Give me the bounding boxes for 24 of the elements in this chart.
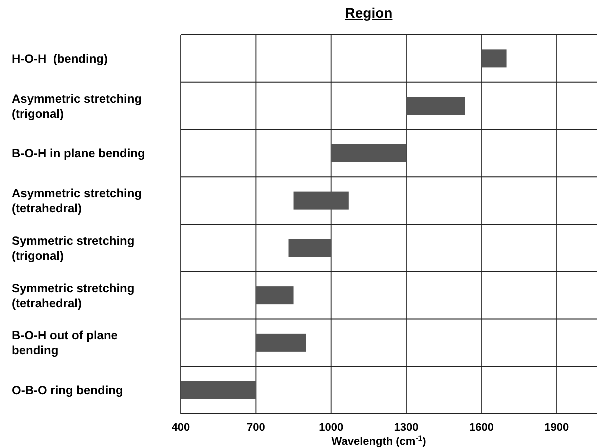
- bar: [181, 381, 256, 400]
- bar: [331, 144, 407, 162]
- y-tick-label: Asymmetric stretching (tetrahedral): [12, 186, 142, 216]
- y-tick-label: O-B-O ring bending: [12, 384, 124, 398]
- bar: [256, 334, 306, 352]
- x-tick-label: 1600: [469, 422, 494, 434]
- bar: [256, 286, 294, 305]
- x-tick-label: 1300: [394, 422, 419, 434]
- bar: [406, 97, 466, 116]
- y-tick-label: Asymmetric stretching (trigonal): [12, 92, 142, 121]
- x-tick-label: 1900: [544, 422, 570, 434]
- x-axis-title: Wavelength (cm$^{-1}$): [332, 434, 427, 447]
- x-tick-label: 1000: [319, 422, 344, 434]
- x-tick-label: 700: [247, 422, 266, 434]
- y-tick-label: H-O-H (bending): [12, 52, 108, 66]
- bar: [482, 50, 507, 68]
- y-tick-label: Symmetric stretching (trigonal): [12, 234, 135, 263]
- y-tick-label: Symmetric stretching (tetrahedral): [12, 281, 135, 310]
- bar: [288, 239, 332, 258]
- chart-title: Region: [345, 5, 393, 21]
- y-tick-label: B-O-H out of plane bending: [12, 328, 118, 358]
- y-tick-label: B-O-H in plane bending: [12, 146, 146, 161]
- x-tick-label: 400: [172, 422, 190, 434]
- bar: [294, 192, 349, 210]
